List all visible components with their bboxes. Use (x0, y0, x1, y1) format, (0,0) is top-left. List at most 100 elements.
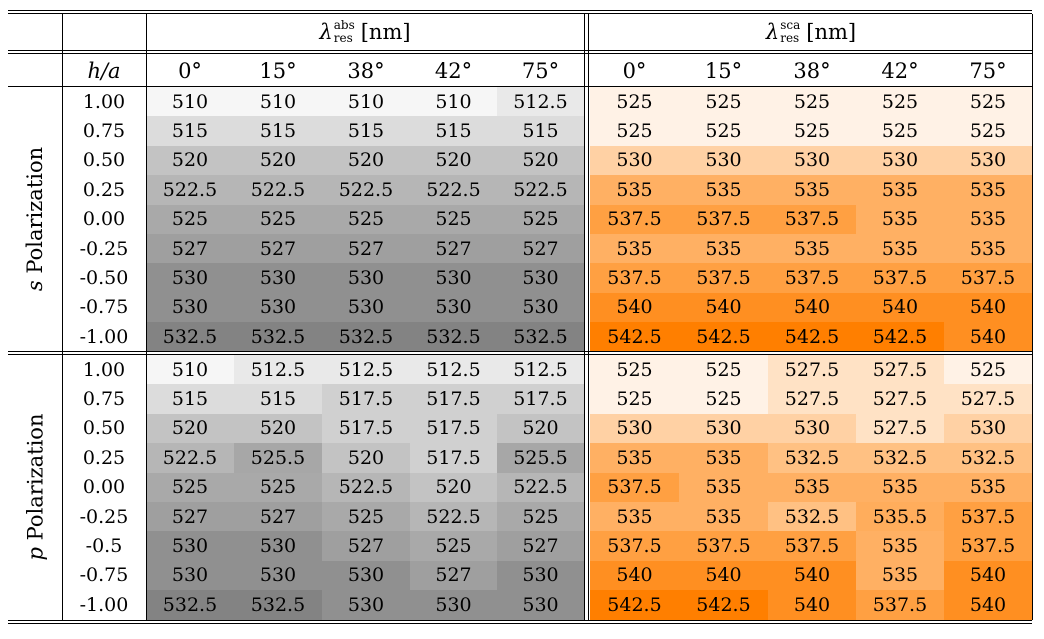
abs-value-cell: 520 (322, 145, 410, 176)
h-value-cell: 0.75 (82, 120, 126, 143)
abs-value-cell: 520 (146, 413, 234, 444)
abs-value-cell: 512.5 (497, 355, 584, 385)
abs-value-cell: 525 (497, 204, 584, 234)
abs-value-cell: 515 (322, 116, 410, 146)
header-abs: λ abs res [nm] (146, 14, 584, 50)
abs-symbol: λ (319, 20, 333, 44)
header-rule (8, 50, 1032, 51)
abs-value-cell: 520 (497, 413, 584, 444)
sca-value-cell: 535 (944, 175, 1032, 205)
sca-value-cell: 525 (590, 116, 679, 146)
h-value-cell: 0.75 (82, 388, 126, 411)
sca-value-cell: 537.5 (590, 531, 679, 561)
sca-value-cell: 542.5 (679, 590, 768, 620)
abs-value-cell: 527 (234, 502, 322, 532)
abs-value-cell: 512.5 (497, 87, 584, 117)
top-rule (8, 10, 1032, 11)
abs-value-cell: 510 (410, 87, 497, 117)
abs-value-cell: 525 (146, 472, 234, 502)
abs-value-cell: 530 (146, 292, 234, 323)
abs-value-cell: 525 (234, 204, 322, 234)
h-value-cell: 1.00 (82, 90, 126, 113)
sca-value-cell: 527.5 (768, 355, 856, 385)
h-value-cell: -0.5 (85, 535, 123, 558)
abs-value-cell: 532.5 (146, 322, 234, 352)
sca-value-cell: 525 (768, 116, 856, 146)
abs-value-cell: 512.5 (234, 355, 322, 385)
sca-value-cell: 525 (679, 355, 768, 385)
angle-header-sca: 15° (704, 59, 743, 83)
abs-value-cell: 520 (234, 413, 322, 444)
h-value-cell: 0.00 (82, 476, 126, 499)
angle-header-abs: 38° (347, 59, 385, 83)
sca-value-cell: 540 (856, 292, 944, 323)
angle-header-abs: 0° (178, 59, 202, 83)
header-sca: λ sca res [nm] (590, 14, 1032, 50)
abs-unit: [nm] (360, 20, 411, 44)
sca-value-cell: 540 (679, 292, 768, 323)
sca-value-cell: 530 (768, 413, 856, 444)
h-value-cell: 0.25 (82, 446, 126, 469)
row-param-header: h/a (87, 59, 121, 83)
abs-value-cell: 510 (146, 355, 234, 385)
abs-value-cell: 515 (146, 384, 234, 414)
sca-value-cell: 537.5 (944, 531, 1032, 561)
abs-value-cell: 515 (497, 116, 584, 146)
sca-value-cell: 527.5 (856, 413, 944, 444)
sca-value-cell: 537.5 (856, 590, 944, 620)
abs-value-cell: 525 (146, 204, 234, 234)
abs-value-cell: 522.5 (146, 175, 234, 205)
abs-value-cell: 530 (146, 531, 234, 561)
sca-value-cell: 530 (590, 413, 679, 444)
sca-value-cell: 535 (679, 175, 768, 205)
abs-value-cell: 527 (322, 234, 410, 264)
abs-value-cell: 522.5 (410, 502, 497, 532)
sca-value-cell: 535 (856, 204, 944, 234)
abs-value-cell: 517.5 (410, 413, 497, 444)
sca-value-cell: 530 (679, 413, 768, 444)
abs-value-cell: 522.5 (410, 175, 497, 205)
abs-value-cell: 525 (497, 502, 584, 532)
sca-value-cell: 537.5 (768, 263, 856, 293)
sca-value-cell: 542.5 (590, 322, 679, 352)
abs-value-cell: 525 (322, 204, 410, 234)
bottom-rule-double (8, 623, 1032, 624)
sca-value-cell: 535 (856, 234, 944, 264)
abs-value-cell: 530 (146, 263, 234, 293)
sca-value-cell: 540 (944, 322, 1032, 352)
sca-value-cell: 525 (768, 87, 856, 117)
h-value-cell: -0.50 (79, 267, 129, 290)
sca-value-cell: 537.5 (768, 531, 856, 561)
sca-value-cell: 540 (768, 292, 856, 323)
subheader-rule (8, 86, 1032, 87)
abs-value-cell: 515 (146, 116, 234, 146)
abs-value-cell: 527 (410, 560, 497, 591)
sca-value-cell: 532.5 (768, 502, 856, 532)
angle-header-sca: 0° (622, 59, 647, 83)
h-value-cell: 0.00 (82, 208, 126, 231)
sca-value-cell: 535 (856, 560, 944, 591)
sca-value-cell: 535 (679, 502, 768, 532)
abs-value-cell: 517.5 (410, 384, 497, 414)
header-rule-double (8, 53, 1032, 54)
section-rule-double (8, 354, 1032, 355)
sca-value-cell: 537.5 (944, 502, 1032, 532)
sca-value-cell: 530 (679, 145, 768, 176)
column-rule-sca-left (584, 14, 585, 620)
polarization-word: Polarization (23, 147, 47, 281)
column-rule-param (62, 14, 63, 620)
top-rule-double (8, 13, 1032, 14)
abs-value-cell: 517.5 (410, 443, 497, 473)
sca-value-cell: 532.5 (856, 443, 944, 473)
abs-value-cell: 525.5 (497, 443, 584, 473)
column-rule-abs (146, 14, 147, 620)
abs-value-cell: 517.5 (497, 384, 584, 414)
angle-header-sca: 42° (881, 59, 919, 83)
bottom-rule (8, 620, 1032, 621)
sca-value-cell: 540 (590, 292, 679, 323)
h-value-cell: -0.25 (79, 505, 129, 528)
sca-value-cell: 535.5 (856, 502, 944, 532)
abs-value-cell: 525 (322, 502, 410, 532)
abs-value-cell: 530 (497, 292, 584, 323)
abs-value-cell: 527 (146, 502, 234, 532)
